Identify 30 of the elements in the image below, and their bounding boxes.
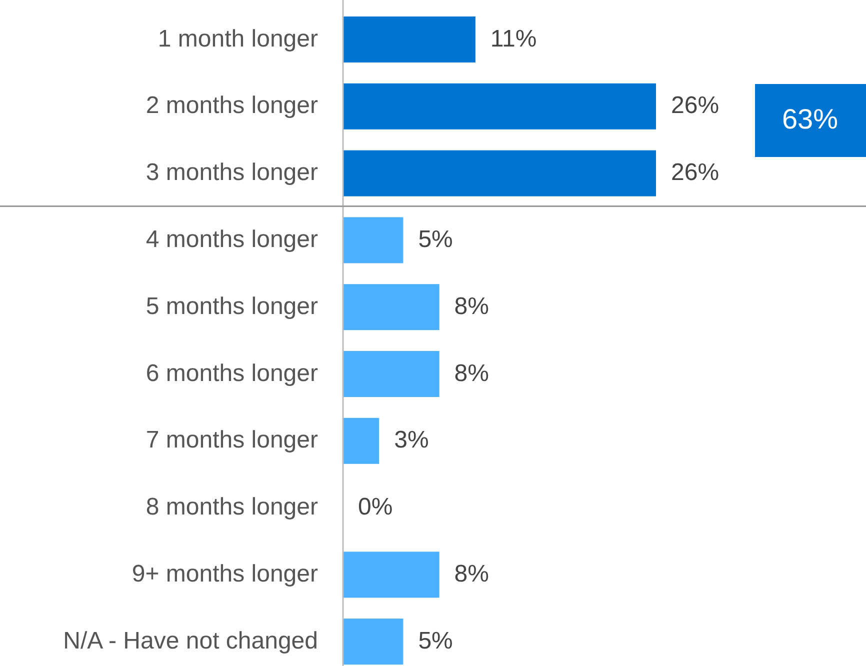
y-tick-label: 6 months longer	[146, 360, 318, 387]
bar	[343, 351, 440, 397]
y-tick-label: 3 months longer	[146, 159, 318, 186]
bar	[343, 83, 656, 130]
bar	[343, 552, 440, 598]
y-tick-label: N/A - Have not changed	[63, 627, 318, 654]
y-tick-label: 8 months longer	[146, 494, 318, 521]
y-tick-label: 7 months longer	[146, 426, 318, 454]
data-label: 0%	[358, 494, 393, 521]
data-label: 8%	[454, 360, 489, 387]
bar	[343, 217, 404, 264]
bar	[343, 16, 476, 62]
bar	[343, 418, 380, 464]
data-label: 26%	[671, 92, 720, 120]
data-label: 26%	[671, 159, 720, 186]
y-tick-label: 9+ months longer	[132, 560, 318, 588]
text: 63%	[782, 103, 838, 134]
y-tick-label: 4 months longer	[146, 226, 318, 254]
data-label: 8%	[454, 292, 489, 320]
data-label: 11%	[490, 25, 537, 52]
y-tick-label: 1 month longer	[158, 25, 318, 52]
bar	[343, 150, 656, 196]
data-label: 3%	[394, 426, 429, 454]
y-tick-label: 2 months longer	[146, 92, 318, 120]
data-label: 5%	[418, 627, 453, 654]
data-label: 5%	[418, 226, 453, 254]
y-tick-label: 5 months longer	[146, 292, 318, 320]
bar	[343, 284, 440, 330]
bar	[343, 618, 404, 665]
data-label: 8%	[454, 560, 489, 588]
